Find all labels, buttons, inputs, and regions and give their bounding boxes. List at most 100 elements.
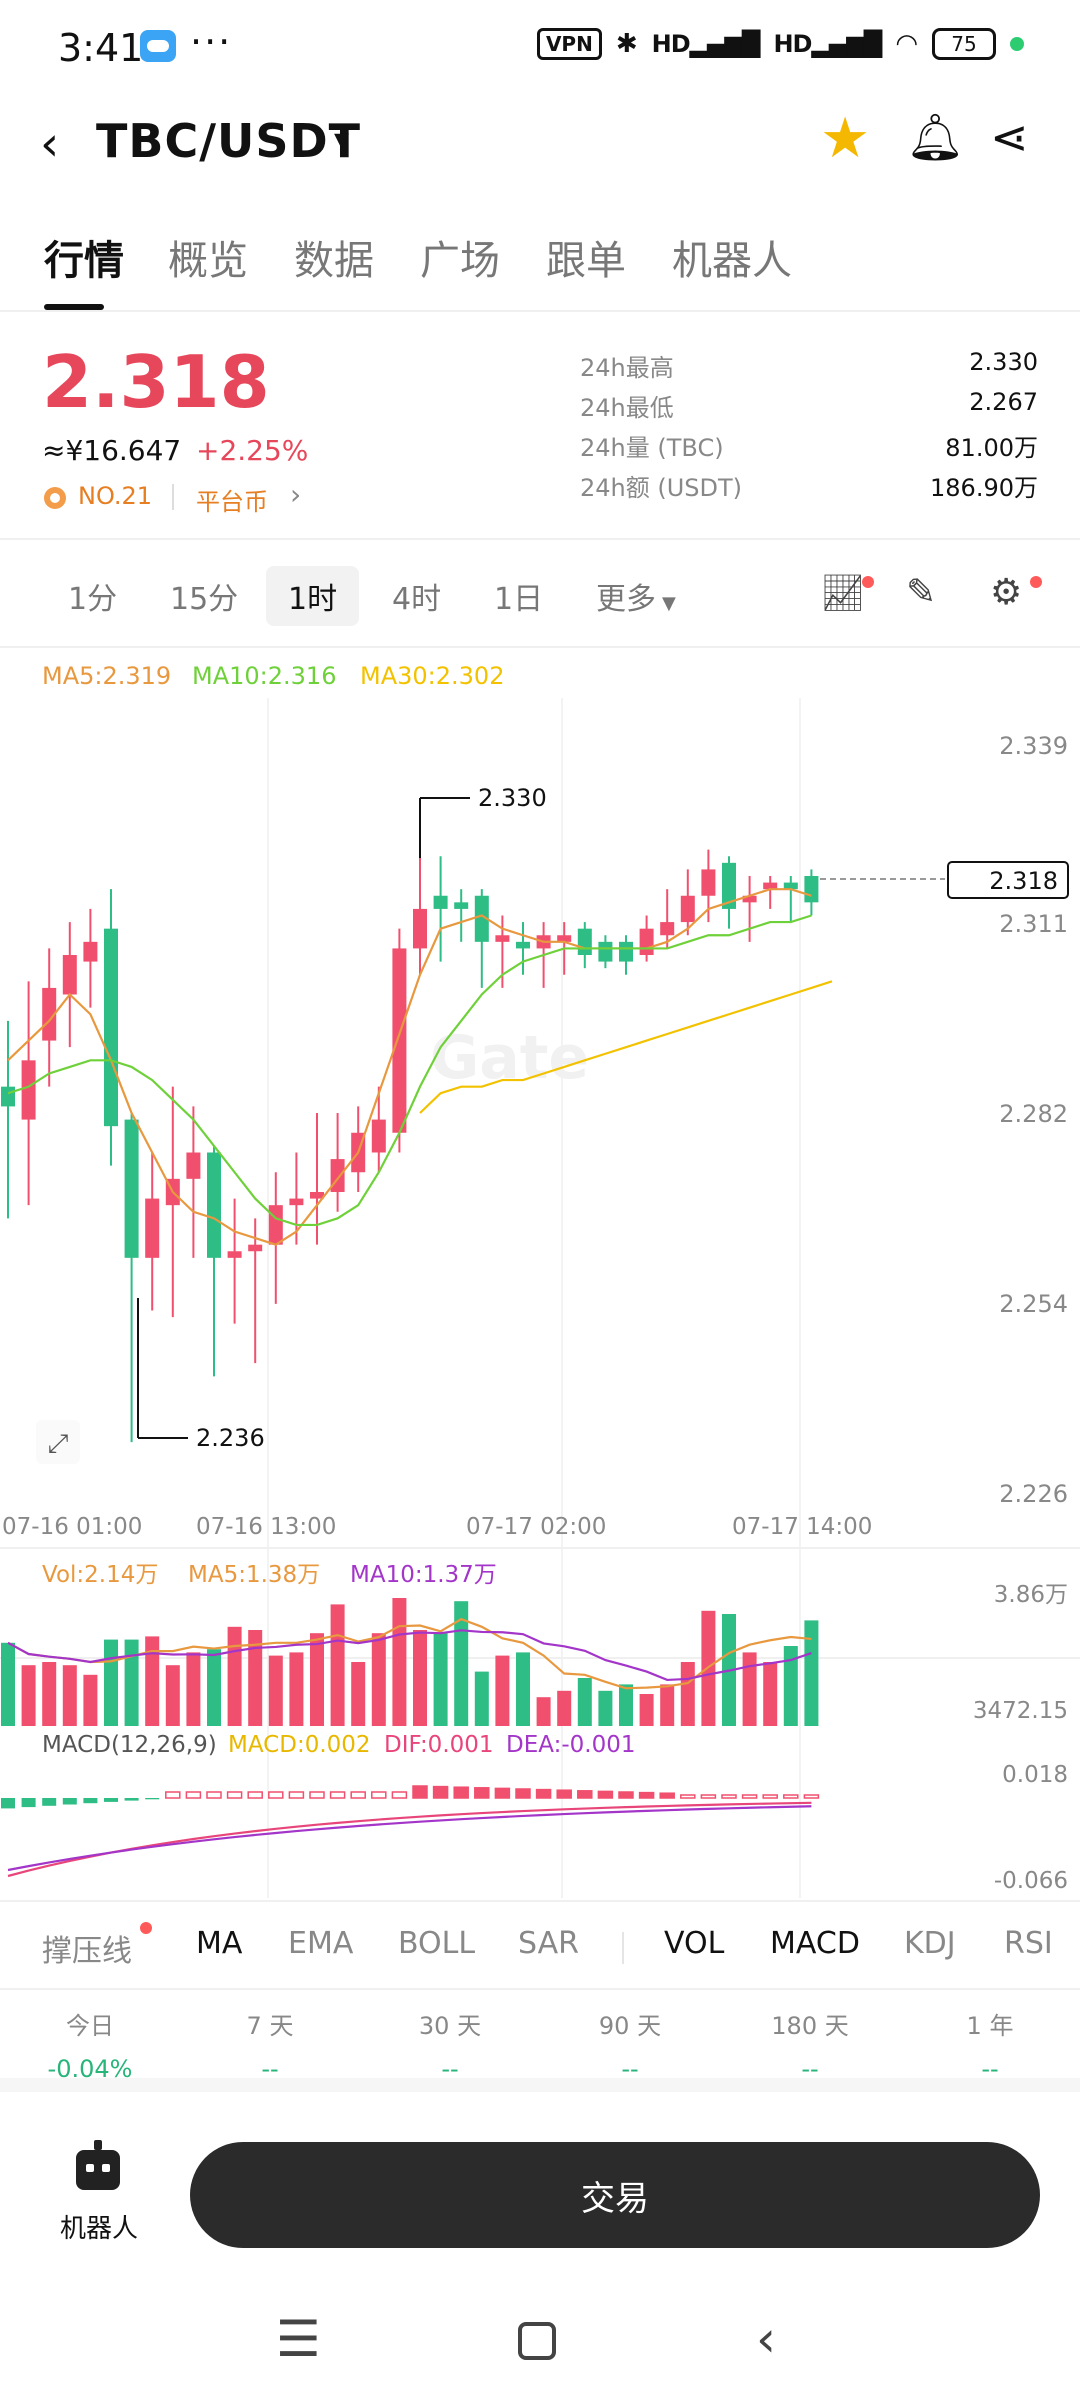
period-90d: 90 天 -- — [540, 2006, 720, 2083]
candle-body — [1, 1086, 15, 1107]
platform-coin-tag[interactable]: 平台币 — [196, 488, 268, 516]
vol-ma10-legend: MA10:1.37万 — [350, 1562, 497, 1588]
period-value: -- — [261, 2055, 279, 2083]
share-icon[interactable]: ⋖ — [990, 110, 1029, 164]
indicator-sar[interactable]: SAR — [518, 1926, 579, 1961]
volume-bar — [598, 1690, 613, 1726]
macd-bar — [165, 1791, 181, 1799]
home-square-icon[interactable] — [518, 2322, 556, 2360]
interval-1d[interactable]: 1日 — [494, 582, 544, 617]
macd-bar — [124, 1798, 139, 1801]
volume-bar — [433, 1633, 448, 1726]
status-icons: VPN ✱ HD▂▄▆█ HD▂▄▆█ ◠ 75 — [536, 28, 1024, 60]
chart-svg[interactable]: Gate MA5:2.319 MA10:2.316 MA30:2.302 2.3… — [0, 648, 1080, 1898]
interval-15m[interactable]: 15分 — [170, 582, 239, 617]
stat-label-amount: 24h额 (USDT) — [580, 474, 743, 502]
kline-chart[interactable]: Gate MA5:2.319 MA10:2.316 MA30:2.302 2.3… — [0, 648, 1080, 1898]
indicator-support-resistance[interactable]: 撑压线 — [42, 1934, 132, 1969]
back-nav-icon[interactable]: ‹ — [756, 2310, 776, 2368]
macd-bar — [42, 1798, 57, 1806]
draw-pen-icon[interactable]: ✎ — [906, 572, 937, 613]
period-30d: 30 天 -- — [360, 2006, 540, 2083]
tab-data[interactable]: 数据 — [294, 238, 374, 284]
macd-bar — [21, 1798, 36, 1808]
divider — [622, 1932, 624, 1964]
period-value: -- — [981, 2055, 999, 2083]
indicator-vol[interactable]: VOL — [664, 1926, 725, 1961]
stat-label-high: 24h最高 — [580, 354, 674, 382]
macd-bar — [515, 1788, 531, 1799]
candle-body — [763, 882, 778, 890]
indicator-macd[interactable]: MACD — [770, 1926, 860, 1961]
macd-bar — [185, 1791, 202, 1799]
pair-dropdown-icon[interactable]: ▾ — [334, 122, 350, 157]
back-arrow-icon[interactable]: ‹ — [40, 116, 60, 172]
tab-market[interactable]: 行情 — [44, 238, 124, 284]
volume-bar — [577, 1678, 592, 1726]
macd-bar — [638, 1791, 655, 1799]
period-value: -- — [801, 2055, 819, 2083]
macd-legend-macd: MACD:0.002 — [228, 1732, 371, 1758]
indicator-boll[interactable]: BOLL — [398, 1926, 476, 1961]
battery-icon: 75 — [932, 28, 996, 60]
volume-bar — [804, 1620, 819, 1726]
pair-title[interactable]: TBC/USDT — [96, 114, 362, 168]
indicator-rsi[interactable]: RSI — [1004, 1926, 1053, 1961]
gear-icon[interactable]: ⚙ — [990, 572, 1023, 613]
macd-bar — [618, 1791, 634, 1799]
candle-body — [330, 1159, 345, 1192]
macd-bar — [556, 1789, 572, 1799]
interval-4h[interactable]: 4时 — [392, 582, 442, 617]
y-tick: 2.226 — [999, 1480, 1068, 1508]
stat-value-high: 2.330 — [969, 348, 1038, 376]
period-label: 今日 — [66, 2012, 114, 2040]
ma30-legend: MA30:2.302 — [360, 662, 504, 690]
volume-bar — [413, 1630, 427, 1726]
tab-overview[interactable]: 概览 — [168, 238, 248, 284]
period-label: 90 天 — [598, 2012, 662, 2040]
robot-label[interactable]: 机器人 — [60, 2214, 139, 2244]
volume-bar — [145, 1636, 160, 1726]
ma5-legend: MA5:2.319 — [42, 662, 171, 690]
candle-body — [619, 941, 633, 962]
volume-bar — [21, 1665, 36, 1726]
tab-square[interactable]: 广场 — [420, 238, 500, 284]
stat-value-volume: 81.00万 — [945, 434, 1038, 462]
macd-bar — [432, 1785, 449, 1799]
robot-icon[interactable] — [76, 2140, 120, 2190]
volume-bar — [165, 1665, 180, 1726]
period-label: 30 天 — [418, 2012, 482, 2040]
star-icon[interactable]: ★ — [820, 106, 871, 171]
bluetooth-icon: ✱ — [615, 29, 638, 59]
ma-lines — [7, 888, 812, 1246]
privacy-indicator-icon — [1010, 37, 1024, 51]
indicator-ma[interactable]: MA — [196, 1926, 243, 1961]
indicator-kdj[interactable]: KDJ — [904, 1926, 956, 1961]
chevron-right-icon[interactable]: › — [290, 478, 302, 511]
active-tab-indicator — [44, 304, 104, 310]
volume-bar — [186, 1652, 201, 1726]
candle-body — [124, 1119, 139, 1258]
svg-text:⤢: ⤢ — [48, 1429, 69, 1459]
expand-icon[interactable]: ⤢ — [36, 1420, 80, 1464]
interval-1m[interactable]: 1分 — [68, 582, 118, 617]
macd-bar — [247, 1791, 263, 1799]
rank-badge[interactable]: NO.21 — [78, 482, 153, 510]
candle-body — [701, 869, 716, 896]
indicator-ema[interactable]: EMA — [288, 1926, 354, 1961]
interval-more[interactable]: 更多 ▼ — [596, 582, 676, 617]
macd-bar — [494, 1787, 511, 1799]
price-panel: 2.318 ≈¥16.647 +2.25% NO.21 平台币 › 24h最高 … — [0, 330, 1080, 540]
interval-1h[interactable]: 1时 — [266, 566, 360, 626]
indicator-chart-icon[interactable]: 📈︎ — [820, 573, 866, 614]
ma5-line — [7, 888, 812, 1246]
tab-copy-trade[interactable]: 跟单 — [546, 238, 626, 284]
macd-legend-dif: DIF:0.001 — [384, 1732, 494, 1758]
volume-bar — [248, 1630, 263, 1726]
y-tick: 2.311 — [999, 910, 1068, 938]
bell-icon[interactable]: 🔔︎ — [906, 110, 965, 164]
trade-button[interactable]: 交易 — [190, 2142, 1040, 2248]
candle-body — [413, 908, 427, 949]
menu-icon[interactable]: ☰ — [276, 2310, 321, 2368]
tab-robot[interactable]: 机器人 — [672, 238, 792, 284]
